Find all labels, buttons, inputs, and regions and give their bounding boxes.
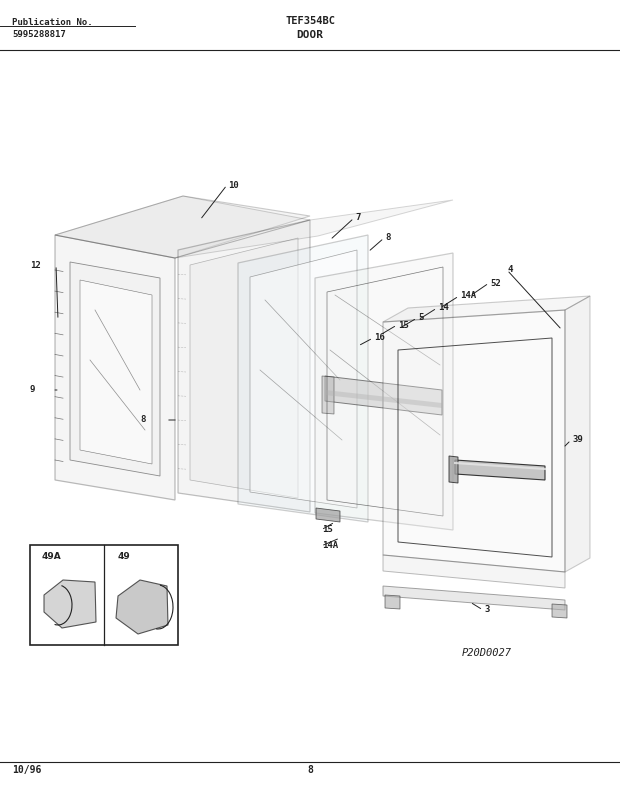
Text: P20D0027: P20D0027 (462, 648, 512, 658)
Polygon shape (315, 253, 453, 530)
Text: 15: 15 (322, 525, 333, 535)
Text: 5: 5 (418, 313, 423, 323)
Polygon shape (325, 376, 442, 415)
Polygon shape (322, 376, 334, 414)
Polygon shape (70, 262, 160, 476)
Polygon shape (455, 460, 545, 480)
Polygon shape (116, 580, 168, 634)
Text: 49: 49 (118, 552, 131, 561)
Polygon shape (190, 238, 298, 498)
Polygon shape (175, 200, 453, 258)
Text: 9: 9 (30, 385, 35, 395)
Text: Publication No.: Publication No. (12, 18, 92, 27)
Text: 3: 3 (484, 605, 489, 615)
Polygon shape (55, 235, 175, 500)
Polygon shape (449, 456, 458, 483)
Text: TEF354BC: TEF354BC (285, 16, 335, 26)
Polygon shape (565, 296, 590, 572)
Polygon shape (316, 508, 340, 522)
Bar (30, 545, 178, 645)
Text: 4: 4 (508, 266, 513, 274)
Polygon shape (250, 250, 357, 508)
Polygon shape (383, 555, 565, 588)
Text: 12: 12 (30, 260, 41, 270)
Text: 14: 14 (438, 304, 449, 312)
Polygon shape (44, 580, 96, 628)
Text: 15: 15 (398, 320, 409, 330)
Text: 14A: 14A (322, 542, 338, 551)
Polygon shape (55, 196, 310, 258)
Text: 7: 7 (355, 214, 360, 222)
Polygon shape (385, 595, 400, 609)
Text: 8: 8 (385, 233, 391, 243)
Text: DOOR: DOOR (296, 30, 324, 40)
Text: 16: 16 (374, 334, 385, 343)
Text: 52: 52 (490, 278, 501, 287)
Polygon shape (383, 296, 590, 322)
Text: 39: 39 (572, 436, 583, 445)
Text: 10: 10 (228, 180, 239, 190)
Polygon shape (55, 196, 310, 258)
Polygon shape (178, 220, 310, 512)
Polygon shape (383, 310, 565, 572)
Text: 8: 8 (140, 415, 145, 425)
Text: 10/96: 10/96 (12, 765, 42, 775)
Polygon shape (383, 586, 565, 610)
Polygon shape (552, 604, 567, 618)
Text: 14A: 14A (460, 292, 476, 301)
Polygon shape (80, 280, 152, 464)
Polygon shape (238, 235, 368, 522)
Text: 49A: 49A (42, 552, 62, 561)
Polygon shape (325, 390, 442, 408)
Text: 8: 8 (307, 765, 313, 775)
Text: 5995288817: 5995288817 (12, 30, 66, 39)
